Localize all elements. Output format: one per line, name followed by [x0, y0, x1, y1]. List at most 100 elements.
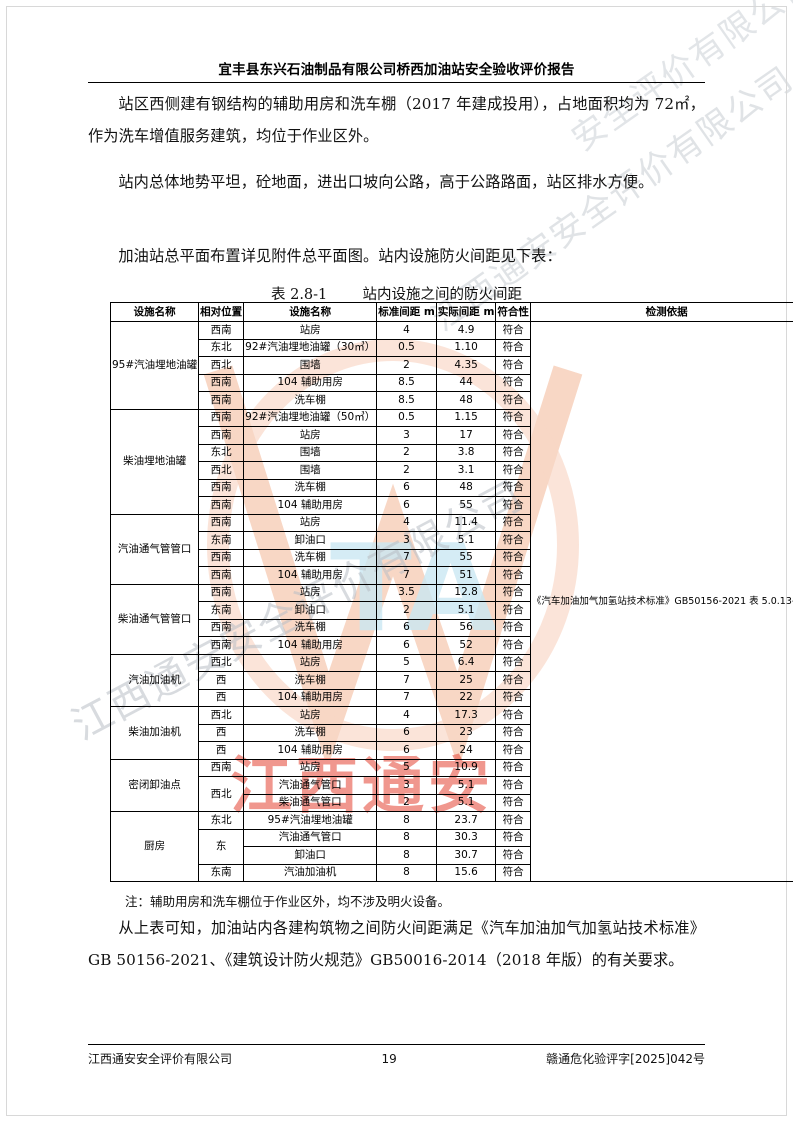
cell-actual-distance: 4.9 [435, 321, 497, 340]
cell-actual-distance: 4.35 [435, 356, 497, 375]
cell-target-name: 洗车棚 [243, 391, 378, 410]
cell-actual-distance: 3.1 [435, 461, 497, 480]
cell-actual-distance: 55 [435, 496, 497, 515]
cell-target-name: 站房 [243, 653, 378, 672]
cell-target-name: 洗车棚 [243, 478, 378, 497]
cell-standard-distance: 8.5 [376, 373, 437, 392]
cell-conformity: 符合 [495, 338, 531, 357]
cell-conformity: 符合 [495, 793, 531, 812]
cell-conformity: 符合 [495, 356, 531, 375]
cell-relative-position: 西 [198, 671, 245, 690]
cell-relative-position: 西南 [198, 321, 245, 340]
cell-target-name: 104 辅助用房 [243, 373, 378, 392]
cell-actual-distance: 3.8 [435, 443, 497, 462]
table-caption-number: 表 2.8-1 [270, 287, 328, 303]
table-row: 西北 围墙 2 3.1 符合 [111, 461, 793, 480]
cell-conformity: 符合 [495, 321, 531, 340]
col-header-target-name: 设施名称 [243, 302, 378, 322]
cell-relative-position: 西南 [198, 373, 245, 392]
cell-target-name: 站房 [243, 583, 378, 602]
cell-relative-position: 西南 [198, 391, 245, 410]
footer-page-number: 19 [381, 1051, 397, 1066]
cell-actual-distance: 15.6 [435, 863, 497, 882]
cell-actual-distance: 12.8 [435, 583, 497, 602]
cell-relative-position: 东北 [198, 338, 245, 357]
cell-relative-position: 西南 [198, 548, 245, 567]
cell-standard-distance: 8 [376, 846, 437, 865]
paragraph-2: 站内总体地势平坦，砼地面，进出口坡向公路，高于公路路面，站区排水方便。 [118, 173, 654, 191]
cell-target-name: 104 辅助用房 [243, 688, 378, 707]
cell-conformity: 符合 [495, 811, 531, 830]
table-row: 密闭卸油点 西南 站房 5 10.9 符合 [109, 758, 793, 812]
cell-actual-distance: 56 [435, 618, 497, 637]
cell-standard-distance: 8 [376, 811, 437, 830]
cell-standard-distance: 2 [376, 356, 437, 375]
cell-conformity: 符合 [495, 618, 531, 637]
cell-relative-position: 西北 [198, 706, 245, 725]
cell-inspection-basis: 《汽车加油加气加氢站技术标准》GB50156-2021 表 5.0.13-1 [529, 321, 793, 882]
cell-standard-distance: 2 [376, 601, 437, 620]
col-header-inspection-basis: 检测依据 [529, 302, 793, 322]
col-header-relative-position: 相对位置 [198, 302, 245, 322]
cell-target-name: 洗车棚 [243, 671, 378, 690]
cell-conformity: 符合 [495, 723, 531, 742]
cell-standard-distance: 7 [376, 688, 437, 707]
cell-conformity: 符合 [495, 373, 531, 392]
cell-facility-name: 柴油埋地油罐 [109, 408, 200, 515]
col-header-conformity: 符合性 [495, 302, 531, 322]
cell-target-name: 洗车棚 [243, 618, 378, 637]
cell-conformity: 符合 [495, 688, 531, 707]
cell-actual-distance: 6.4 [435, 653, 497, 672]
footer-divider [88, 1044, 705, 1045]
cell-standard-distance: 4 [376, 706, 437, 725]
cell-relative-position: 西南 [198, 426, 245, 445]
cell-target-name: 卸油口 [243, 846, 378, 865]
table-row: 西 104 辅助用房 7 22 符合 [111, 688, 793, 707]
cell-standard-distance: 6 [376, 618, 437, 637]
cell-conformity: 符合 [495, 776, 531, 795]
cell-conformity: 符合 [495, 653, 531, 672]
cell-relative-position: 东南 [198, 531, 245, 550]
cell-actual-distance: 17 [435, 426, 497, 445]
table-row: 西南 洗车棚 7 55 符合 [111, 548, 793, 567]
cell-actual-distance: 23.7 [435, 811, 497, 830]
table-row: 西南 104 辅助用房 6 55 符合 [111, 496, 793, 515]
cell-standard-distance: 6 [376, 478, 437, 497]
table-note: 注：辅助用房和洗车棚位于作业区外，均不涉及明火设备。 [125, 894, 451, 909]
cell-conformity: 符合 [495, 391, 531, 410]
cell-standard-distance: 8 [376, 828, 437, 847]
cell-standard-distance: 7 [376, 671, 437, 690]
cell-target-name: 围墙 [243, 443, 378, 462]
cell-relative-position: 西南 [198, 566, 245, 585]
cell-conformity: 符合 [495, 601, 531, 620]
cell-actual-distance: 30.3 [435, 828, 497, 847]
cell-relative-position: 西北 [198, 776, 245, 812]
cell-relative-position: 东 [198, 828, 245, 865]
cell-standard-distance: 4 [376, 513, 437, 532]
cell-conformity: 符合 [495, 496, 531, 515]
cell-target-name: 站房 [243, 426, 378, 445]
cell-relative-position: 东南 [198, 863, 245, 882]
cell-actual-distance: 5.1 [435, 531, 497, 550]
col-header-actual-distance: 实际间距 m [435, 302, 497, 322]
cell-facility-name: 汽油加油机 [109, 653, 200, 707]
cell-target-name: 围墙 [243, 461, 378, 480]
cell-target-name: 卸油口 [243, 531, 378, 550]
cell-actual-distance: 11.4 [435, 513, 497, 532]
cell-target-name: 104 辅助用房 [243, 496, 378, 515]
cell-standard-distance: 4 [376, 321, 437, 340]
col-header-standard-distance: 标准间距 m [376, 302, 437, 322]
cell-conformity: 符合 [495, 426, 531, 445]
table-row: 西北 围墙 2 4.35 符合 [111, 356, 793, 375]
cell-standard-distance: 7 [376, 548, 437, 567]
cell-relative-position: 西 [198, 723, 245, 742]
cell-relative-position: 西南 [198, 496, 245, 515]
cell-actual-distance: 44 [435, 373, 497, 392]
cell-actual-distance: 22 [435, 688, 497, 707]
cell-relative-position: 西 [198, 741, 245, 760]
table-row: 东南 卸油口 2 5.1 符合 [111, 601, 793, 620]
cell-conformity: 符合 [495, 828, 531, 847]
cell-actual-distance: 5.1 [435, 793, 497, 812]
cell-target-name: 卸油口 [243, 601, 378, 620]
cell-conformity: 符合 [495, 513, 531, 532]
